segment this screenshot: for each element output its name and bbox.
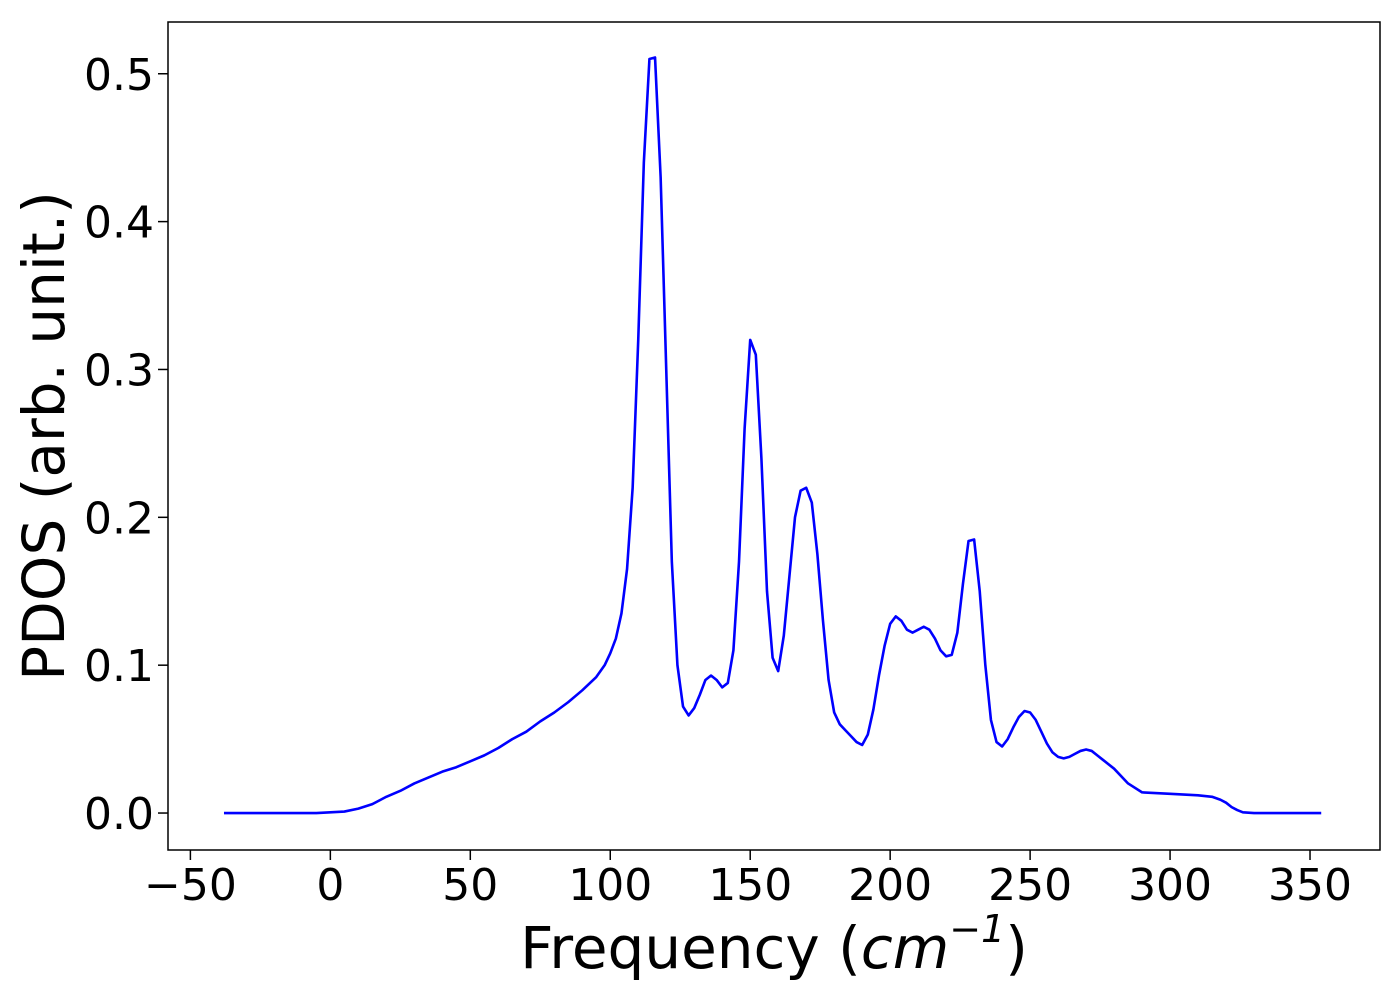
y-axis-label: PDOS (arb. unit.) <box>10 191 78 681</box>
y-axis-ticks: 0.0 0.1 0.2 0.3 0.4 0.5 <box>84 50 168 840</box>
y-tick-label: 0.0 <box>84 789 154 840</box>
x-axis-label-unit-exponent: −1 <box>949 907 1005 951</box>
x-axis-label-open-paren: ( <box>820 914 861 982</box>
x-axis-label: Frequency (cm−1) <box>520 907 1028 982</box>
x-tick-label: 50 <box>442 860 498 911</box>
x-tick-label: 0 <box>316 860 344 911</box>
y-tick-label: 0.5 <box>84 50 154 101</box>
plot-background <box>168 22 1380 850</box>
y-tick-label: 0.3 <box>84 345 154 396</box>
series-layer <box>223 56 1322 815</box>
series-line-0 <box>223 56 1322 815</box>
x-axis-label-unit: cm <box>861 914 949 982</box>
x-tick-label: 200 <box>848 860 932 911</box>
x-tick-label: 150 <box>708 860 792 911</box>
y-tick-label: 0.2 <box>84 493 154 544</box>
x-axis-label-close-paren: ) <box>1005 914 1028 982</box>
x-axis-ticks: −50 0 50 100 150 200 250 300 350 <box>144 850 1352 911</box>
x-tick-label: 350 <box>1268 860 1352 911</box>
plot-frame <box>167 21 1381 851</box>
y-tick-label: 0.4 <box>84 198 154 249</box>
x-tick-label: −50 <box>144 860 237 911</box>
x-tick-label: 300 <box>1128 860 1212 911</box>
x-axis-label-text: Frequency <box>520 914 820 982</box>
x-tick-label: 100 <box>568 860 652 911</box>
x-tick-label: 250 <box>988 860 1072 911</box>
y-tick-label: 0.1 <box>84 641 154 692</box>
